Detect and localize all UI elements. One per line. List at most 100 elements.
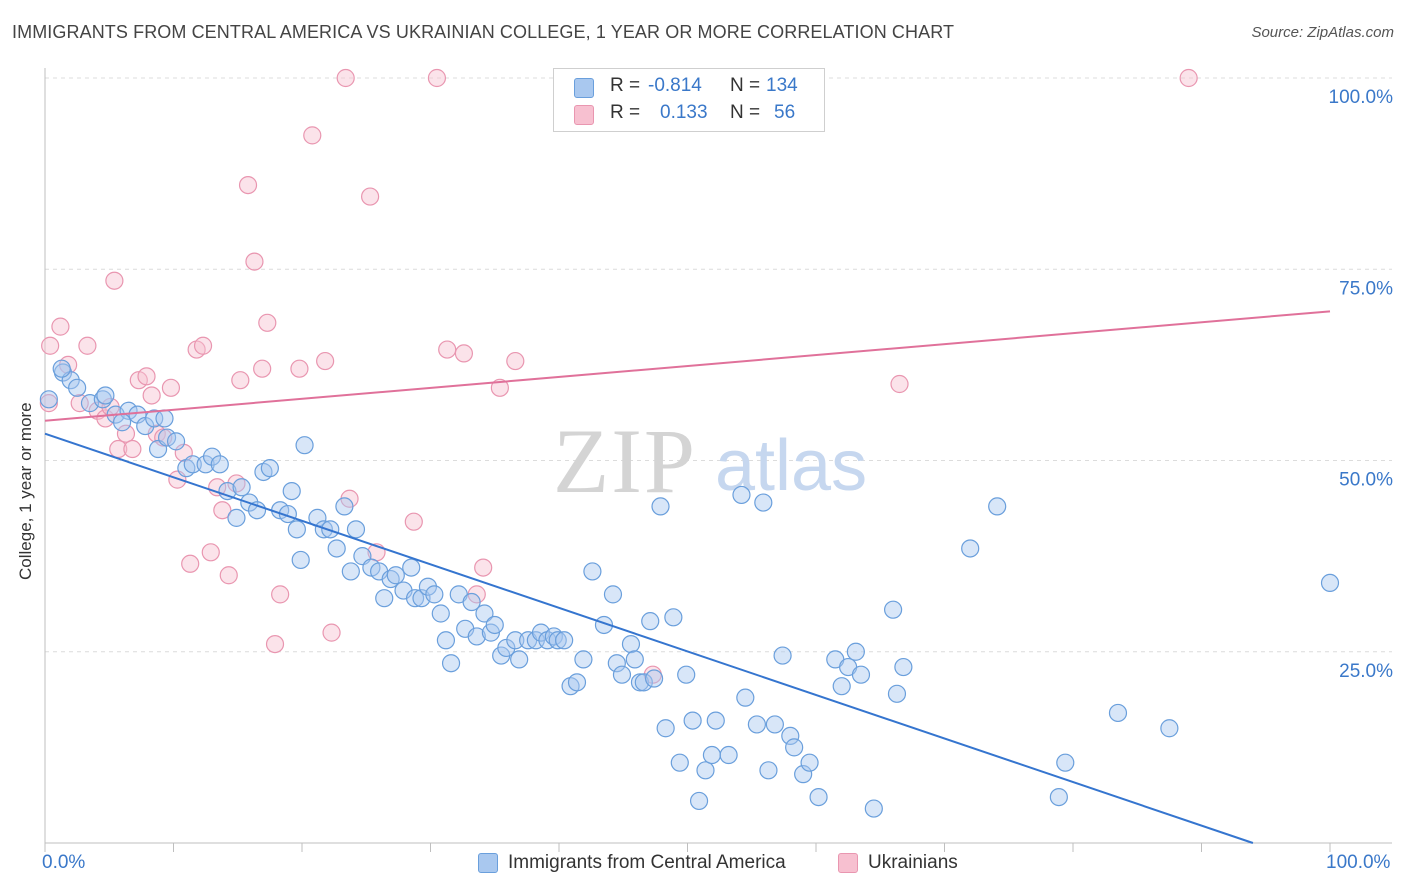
pink-point — [506, 351, 525, 371]
blue-point — [781, 726, 800, 746]
blue-point — [961, 539, 980, 558]
blue-point — [467, 627, 486, 646]
blue-point — [736, 688, 755, 707]
pink-point — [105, 271, 124, 290]
pink-point — [404, 512, 423, 531]
watermark-zip: ZIP — [553, 410, 697, 512]
blue-point — [747, 715, 766, 734]
legend-n-label-blue: N = — [730, 75, 761, 96]
pink-point — [181, 554, 200, 573]
pink-point — [258, 313, 277, 332]
pink-point — [336, 68, 355, 88]
blue-point — [719, 745, 738, 765]
blue-points — [39, 359, 1340, 818]
blue-swatch — [574, 78, 594, 98]
blue-point — [1160, 719, 1179, 738]
blue-point — [574, 650, 593, 669]
pink-point — [1179, 68, 1198, 88]
blue-point — [1108, 703, 1128, 723]
pink-point — [123, 439, 142, 459]
legend-r-label-pink: R = — [610, 102, 641, 123]
pink-points — [39, 68, 1198, 684]
blue-point — [644, 669, 664, 688]
axes — [44, 68, 1392, 852]
blue-point — [39, 390, 58, 409]
x-tick-min: 0.0% — [42, 852, 86, 873]
blue-point — [227, 508, 246, 527]
pink-point — [78, 336, 97, 355]
pink-point — [490, 378, 509, 397]
blue-point — [773, 646, 792, 665]
pink-point — [39, 394, 58, 413]
watermark-atlas: atlas — [715, 426, 867, 506]
blue-point — [656, 719, 675, 738]
blue-point — [232, 478, 251, 497]
pink-point — [265, 634, 285, 654]
blue-point — [295, 436, 314, 455]
y-tick-labels: 25.0% 50.0% 75.0% 100.0% — [1329, 87, 1394, 682]
blue-point — [621, 634, 641, 654]
blue-point — [425, 585, 444, 604]
blue-point — [846, 642, 865, 661]
legend-n-label-pink: N = — [730, 102, 761, 123]
blue-point — [52, 359, 71, 378]
blue-point — [732, 485, 751, 505]
pink-swatch — [574, 105, 594, 125]
blue-point — [832, 677, 851, 696]
blue-point — [887, 684, 907, 703]
blue-point — [260, 459, 279, 478]
correlation-legend: R = -0.814 N = 134 R = 0.133 N = 56 — [553, 68, 825, 132]
pink-point — [137, 367, 156, 386]
blue-point — [864, 799, 883, 818]
blue-point — [210, 455, 229, 474]
blue-point — [612, 665, 632, 684]
pink-point — [454, 344, 474, 363]
blue-point — [696, 761, 715, 780]
y-tick-label-50: 50.0% — [1339, 470, 1393, 491]
blue-point — [651, 497, 670, 516]
legend-r-label-blue: R = — [610, 75, 641, 96]
y-axis-label: College, 1 year or more — [16, 402, 35, 580]
blue-point — [155, 409, 174, 428]
blue-point — [567, 673, 587, 692]
blue-point — [785, 738, 804, 757]
blue-point — [96, 386, 115, 405]
blue-point — [506, 631, 525, 650]
pink-point — [213, 501, 232, 520]
blue-point — [510, 650, 529, 669]
watermark: ZIP atlas — [553, 410, 867, 512]
pink-point — [238, 176, 258, 195]
blue-point — [702, 745, 722, 765]
blue-point — [287, 520, 306, 539]
trend-lines — [44, 310, 1331, 844]
y-tick-label-100: 100.0% — [1329, 87, 1394, 108]
blue-point — [851, 665, 871, 684]
pink-point — [474, 558, 493, 577]
blue-point — [291, 550, 310, 570]
blue-point — [664, 608, 683, 627]
blue-point — [883, 600, 903, 619]
blue-point — [988, 497, 1007, 516]
blue-point — [809, 787, 828, 807]
grid-lines — [45, 77, 1392, 653]
blue-point — [759, 761, 778, 780]
blue-point — [462, 592, 481, 612]
blue-point — [402, 558, 421, 577]
source-label: Source: ZipAtlas.com — [1251, 24, 1394, 41]
pink-trend-line — [44, 310, 1331, 422]
blue-point — [641, 612, 660, 631]
pink-point — [271, 585, 290, 604]
blue-point — [583, 562, 602, 581]
blue-point — [1320, 573, 1340, 593]
blue-point — [441, 654, 461, 673]
blue-point — [405, 589, 425, 608]
pink-point — [322, 623, 341, 642]
blue-point — [386, 566, 405, 585]
blue-point — [800, 753, 819, 772]
x-tick-max: 100.0% — [1326, 852, 1391, 873]
blue-point — [765, 715, 784, 734]
bottom-pink-swatch — [838, 853, 858, 873]
pink-point — [161, 378, 181, 397]
pink-point — [253, 359, 272, 378]
blue-point — [375, 589, 394, 608]
